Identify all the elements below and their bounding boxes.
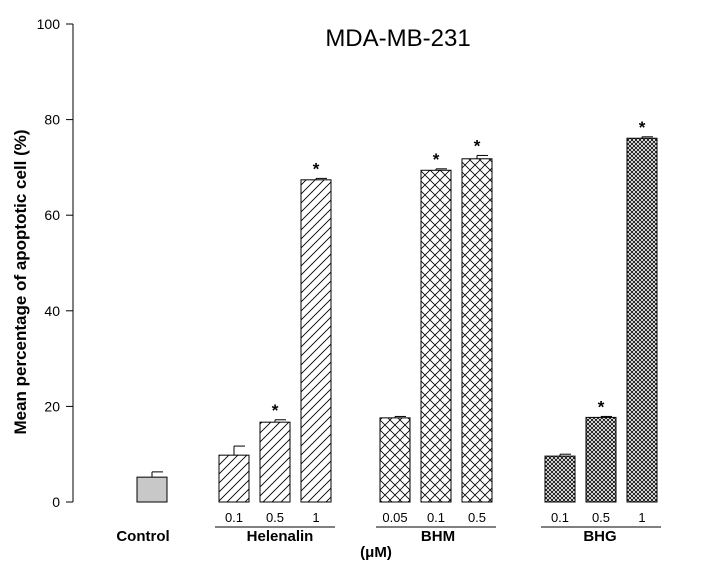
axes: 0 20 40 60 80 100 [37,16,74,510]
y-tick-label: 20 [44,398,60,414]
bar-bhg-0.5 [585,416,617,503]
y-tick-label: 100 [37,16,61,32]
bars: * * * * * * [136,118,658,503]
significance-marker: * [313,159,320,178]
dose-label: 0.1 [427,510,445,525]
dose-label: 1 [312,510,319,525]
significance-marker: * [639,118,646,137]
bar-bhg-1 [626,137,658,503]
y-tick-label: 60 [44,207,60,223]
dose-label: 0.05 [382,510,407,525]
bar-control-ctrl [136,476,168,503]
bar-helenalin-1 [300,179,332,503]
dose-label: 0.5 [266,510,284,525]
group-label-bhm: BHM [421,528,455,545]
bar-bhg-0.1 [544,455,576,503]
significance-marker: * [474,136,481,155]
bar-bhm-0.5 [461,158,493,503]
significance-marker: * [598,397,605,416]
significance-marker: * [433,150,440,169]
x-axis-unit-label: (μM) [360,544,392,561]
y-tick-label: 40 [44,303,60,319]
category-labels: Control 0.1 0.5 1 Helenalin 0.05 0.1 0.5 BHM 0.1 0… [116,510,661,545]
y-axis-label: Mean percentage of apoptotic cell (%) [11,129,30,434]
significance-marker: * [272,401,279,420]
bar-bhm-0.1 [420,169,452,503]
bar-helenalin-0.5 [259,421,291,503]
bar-helenalin-0.1 [218,454,250,503]
y-tick-label: 80 [44,112,60,128]
dose-label: 0.1 [225,510,243,525]
dose-label: 0.5 [468,510,486,525]
group-label-helenalin: Helenalin [247,528,314,545]
chart-title: MDA-MB-231 [325,25,470,52]
dose-label: 0.5 [592,510,610,525]
dose-label: 0.1 [551,510,569,525]
group-label-bhg: BHG [583,528,616,545]
bar-bhm-0.05 [379,417,411,503]
group-label-control: Control [116,528,169,545]
y-tick-label: 0 [52,494,60,510]
dose-label: 1 [638,510,645,525]
